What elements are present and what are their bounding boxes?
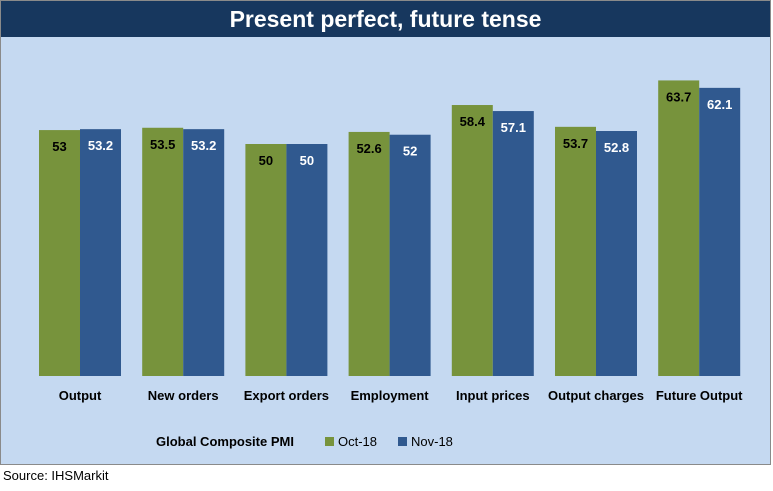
bar-nov-3 — [286, 144, 328, 376]
bar-oct-2 — [142, 127, 184, 376]
bar-oct-3 — [245, 144, 287, 376]
bars-group — [39, 80, 741, 377]
legend-swatch-oct — [325, 437, 334, 446]
data-label-oct-7: 63.7 — [666, 89, 691, 104]
bar-oct-1 — [39, 130, 80, 376]
legend: Global Composite PMI Oct-18 Nov-18 — [156, 434, 453, 449]
chart-title: Present perfect, future tense — [1, 1, 770, 37]
legend-label-nov: Nov-18 — [411, 434, 453, 449]
bar-oct-5 — [451, 105, 493, 377]
data-label-nov-2: 53.2 — [191, 138, 216, 153]
data-label-oct-1: 53 — [52, 139, 66, 154]
bar-chart: 53 53.2 53.5 53.2 50 50 52.6 52 58.4 57.1 53.7 52.8… — [39, 80, 743, 449]
bar-oct-6 — [555, 126, 596, 376]
data-label-nov-3: 50 — [300, 153, 314, 168]
legend-swatch-nov — [398, 437, 407, 446]
source-note: Source: IHSMarkit — [3, 468, 109, 483]
data-label-oct-5: 58.4 — [460, 114, 486, 129]
x-tick-label: Output — [59, 388, 102, 403]
bar-oct-4 — [348, 131, 390, 376]
x-tick-label: Input prices — [456, 388, 530, 403]
data-label-nov-6: 52.8 — [604, 140, 629, 155]
bar-oct-7 — [658, 80, 700, 376]
data-label-nov-5: 57.1 — [501, 120, 526, 135]
x-tick-labels-group: Output New orders Export orders Employment I… — [59, 388, 743, 403]
bar-nov-1 — [80, 129, 121, 376]
data-label-nov-4: 52 — [403, 144, 417, 159]
bar-nov-7 — [699, 87, 741, 376]
legend-title: Global Composite PMI — [156, 434, 294, 449]
data-label-nov-7: 62.1 — [707, 97, 732, 112]
data-label-nov-1: 53.2 — [88, 138, 113, 153]
x-tick-label: Export orders — [244, 388, 329, 403]
data-labels-group: 53 53.2 53.5 53.2 50 50 52.6 52 58.4 57.1 53.7 52.8… — [52, 89, 732, 168]
x-tick-label: Employment — [351, 388, 430, 403]
x-tick-label: New orders — [148, 388, 219, 403]
data-label-oct-3: 50 — [259, 153, 273, 168]
legend-label-oct: Oct-18 — [338, 434, 377, 449]
data-label-oct-4: 52.6 — [356, 141, 381, 156]
bar-nov-5 — [492, 111, 534, 376]
data-label-oct-2: 53.5 — [150, 137, 175, 152]
bar-nov-2 — [183, 129, 225, 376]
bar-nov-4 — [389, 134, 431, 376]
data-label-oct-6: 53.7 — [563, 136, 588, 151]
x-tick-label: Output charges — [548, 388, 644, 403]
x-tick-label: Future Output — [656, 388, 743, 403]
bar-nov-6 — [596, 131, 637, 376]
